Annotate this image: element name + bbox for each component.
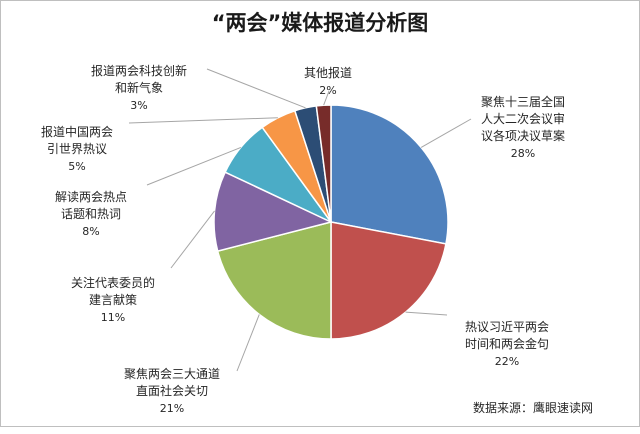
slice-label-6: 报道两会科技创新 和新气象 3% — [90, 64, 187, 112]
slice-label-2: 聚焦两会三大通道 直面社会关切 21% — [123, 367, 220, 415]
leader-line-0 — [420, 118, 472, 148]
slice-label-4: 解读两会热点 话题和热词 8% — [54, 190, 127, 238]
chart-title: “两会”媒体报道分析图 — [211, 11, 429, 35]
pie-slice-3 — [213, 171, 334, 253]
slice-label-3: 关注代表委员的 建言献策 11% — [70, 276, 155, 324]
slice-label-1: 热议习近平两会 时间和两会金句 22% — [464, 320, 549, 368]
slice-label-5: 报道中国两会 引世界热议 5% — [40, 125, 113, 173]
pie-slice-0 — [330, 104, 449, 245]
leader-line-7 — [323, 90, 330, 106]
leader-line-6 — [206, 68, 306, 109]
leader-line-5 — [128, 117, 278, 124]
leader-line-2 — [236, 314, 260, 372]
leader-line-1 — [405, 311, 448, 316]
data-source-note: 数据来源：鹰眼速读网 — [472, 401, 593, 415]
pie-chart — [128, 68, 472, 372]
pie-slice-2 — [216, 221, 332, 340]
slice-label-0: 聚焦十三届全国 人大二次会议审 议各项决议草案 28% — [480, 95, 565, 160]
leader-line-3 — [170, 210, 215, 269]
slice-label-7: 其他报道 2% — [303, 66, 352, 97]
leader-line-4 — [146, 146, 242, 186]
